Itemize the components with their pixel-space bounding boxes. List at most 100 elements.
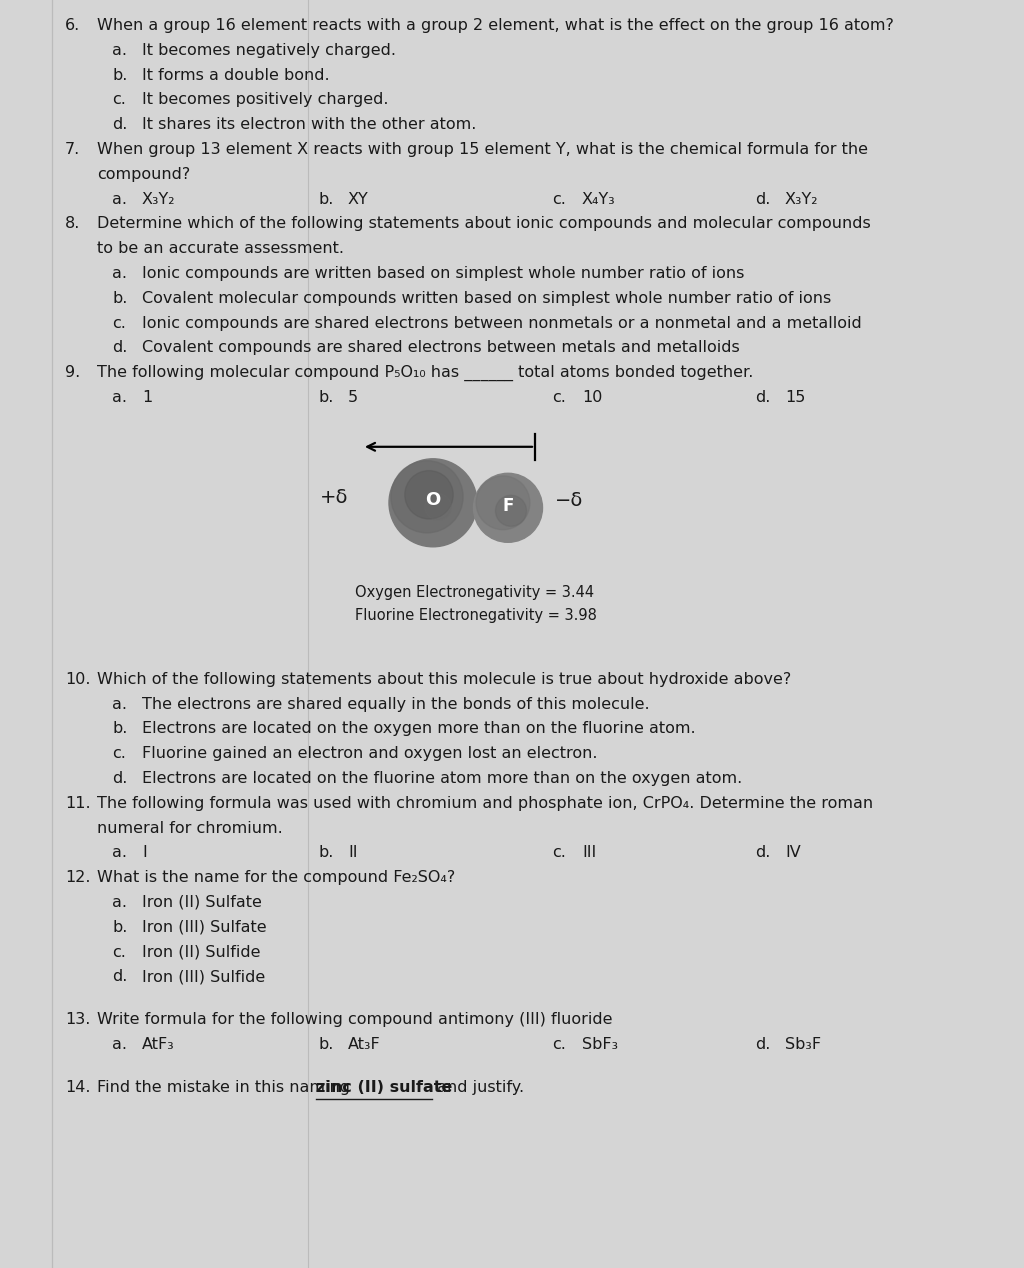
Text: 10.: 10.	[65, 672, 90, 687]
Text: c.: c.	[552, 191, 566, 207]
Text: Iron (III) Sulfide: Iron (III) Sulfide	[142, 970, 265, 984]
Circle shape	[476, 476, 529, 530]
Text: a.: a.	[112, 696, 127, 711]
Text: c.: c.	[552, 1037, 566, 1052]
Text: b.: b.	[112, 721, 127, 737]
Text: a.: a.	[112, 43, 127, 58]
Text: c.: c.	[112, 316, 126, 331]
Text: to be an accurate assessment.: to be an accurate assessment.	[97, 241, 344, 256]
Text: The electrons are shared equally in the bonds of this molecule.: The electrons are shared equally in the …	[142, 696, 649, 711]
Text: c.: c.	[552, 391, 566, 404]
Text: Ionic compounds are shared electrons between nonmetals or a nonmetal and a metal: Ionic compounds are shared electrons bet…	[142, 316, 862, 331]
Text: d.: d.	[755, 191, 770, 207]
Text: It becomes negatively charged.: It becomes negatively charged.	[142, 43, 396, 58]
Text: a.: a.	[112, 391, 127, 404]
Text: Covalent compounds are shared electrons between metals and metalloids: Covalent compounds are shared electrons …	[142, 340, 739, 355]
Text: a.: a.	[112, 895, 127, 910]
Text: AtF₃: AtF₃	[142, 1037, 175, 1052]
Text: I: I	[142, 846, 146, 861]
Text: Iron (II) Sulfide: Iron (II) Sulfide	[142, 945, 260, 960]
Text: b.: b.	[318, 191, 334, 207]
Text: b.: b.	[318, 1037, 334, 1052]
Text: Electrons are located on the oxygen more than on the fluorine atom.: Electrons are located on the oxygen more…	[142, 721, 695, 737]
Text: d.: d.	[755, 1037, 770, 1052]
Text: Determine which of the following statements about ionic compounds and molecular : Determine which of the following stateme…	[97, 217, 870, 231]
Text: Fluorine gained an electron and oxygen lost an electron.: Fluorine gained an electron and oxygen l…	[142, 746, 597, 761]
Text: Which of the following statements about this molecule is true about hydroxide ab: Which of the following statements about …	[97, 672, 792, 687]
Text: At₃F: At₃F	[348, 1037, 381, 1052]
Text: d.: d.	[112, 970, 127, 984]
Text: The following formula was used with chromium and phosphate ion, CrPO₄. Determine: The following formula was used with chro…	[97, 796, 873, 810]
Text: −δ: −δ	[555, 491, 584, 510]
Text: 7.: 7.	[65, 142, 80, 157]
Text: X₃Y₂: X₃Y₂	[785, 191, 818, 207]
Text: b.: b.	[318, 846, 334, 861]
Text: zinc (II) sulfate: zinc (II) sulfate	[316, 1080, 453, 1094]
Text: 14.: 14.	[65, 1080, 90, 1094]
Text: When group 13 element X reacts with group 15 element Y, what is the chemical for: When group 13 element X reacts with grou…	[97, 142, 868, 157]
Text: c.: c.	[552, 846, 566, 861]
Text: X₃Y₂: X₃Y₂	[142, 191, 175, 207]
Text: Write formula for the following compound antimony (III) fluoride: Write formula for the following compound…	[97, 1012, 612, 1027]
Text: 10: 10	[582, 391, 602, 404]
Text: d.: d.	[755, 846, 770, 861]
Text: Electrons are located on the fluorine atom more than on the oxygen atom.: Electrons are located on the fluorine at…	[142, 771, 742, 786]
Text: c.: c.	[112, 93, 126, 108]
Circle shape	[389, 459, 477, 547]
Text: IV: IV	[785, 846, 801, 861]
Text: b.: b.	[318, 391, 334, 404]
Text: XY: XY	[348, 191, 369, 207]
Circle shape	[496, 496, 526, 526]
Text: Sb₃F: Sb₃F	[785, 1037, 821, 1052]
Circle shape	[391, 460, 463, 533]
Text: a.: a.	[112, 1037, 127, 1052]
Text: d.: d.	[755, 391, 770, 404]
Text: 9.: 9.	[65, 365, 80, 380]
Circle shape	[404, 470, 454, 519]
Text: It shares its electron with the other atom.: It shares its electron with the other at…	[142, 117, 476, 132]
Text: F: F	[503, 497, 514, 515]
Text: Fluorine Electronegativity = 3.98: Fluorine Electronegativity = 3.98	[355, 609, 597, 624]
Text: SbF₃: SbF₃	[582, 1037, 618, 1052]
Text: b.: b.	[112, 290, 127, 306]
Text: 12.: 12.	[65, 870, 90, 885]
Text: 1: 1	[142, 391, 153, 404]
Text: 5: 5	[348, 391, 358, 404]
Text: 13.: 13.	[65, 1012, 90, 1027]
Text: What is the name for the compound Fe₂SO₄?: What is the name for the compound Fe₂SO₄…	[97, 870, 456, 885]
Text: It becomes positively charged.: It becomes positively charged.	[142, 93, 388, 108]
Circle shape	[425, 493, 452, 520]
Text: b.: b.	[112, 67, 127, 82]
Text: b.: b.	[112, 919, 127, 935]
Text: 8.: 8.	[65, 217, 80, 231]
Text: II: II	[348, 846, 357, 861]
Text: Iron (III) Sulfate: Iron (III) Sulfate	[142, 919, 266, 935]
Text: It forms a double bond.: It forms a double bond.	[142, 67, 330, 82]
Text: III: III	[582, 846, 596, 861]
Text: The following molecular compound P₅O₁₀ has ______ total atoms bonded together.: The following molecular compound P₅O₁₀ h…	[97, 365, 754, 382]
Text: Ionic compounds are written based on simplest whole number ratio of ions: Ionic compounds are written based on sim…	[142, 266, 744, 281]
Text: a.: a.	[112, 191, 127, 207]
Text: 11.: 11.	[65, 796, 91, 810]
Text: Iron (II) Sulfate: Iron (II) Sulfate	[142, 895, 262, 910]
Text: d.: d.	[112, 340, 127, 355]
Text: Covalent molecular compounds written based on simplest whole number ratio of ion: Covalent molecular compounds written bas…	[142, 290, 831, 306]
Text: a.: a.	[112, 846, 127, 861]
Text: +δ: +δ	[319, 488, 348, 507]
Text: Find the mistake in this naming: Find the mistake in this naming	[97, 1080, 355, 1094]
Text: c.: c.	[112, 945, 126, 960]
Text: and justify.: and justify.	[432, 1080, 524, 1094]
Text: d.: d.	[112, 771, 127, 786]
Text: c.: c.	[112, 746, 126, 761]
Text: X₄Y₃: X₄Y₃	[582, 191, 615, 207]
Text: d.: d.	[112, 117, 127, 132]
Text: numeral for chromium.: numeral for chromium.	[97, 820, 283, 836]
Text: a.: a.	[112, 266, 127, 281]
Text: 6.: 6.	[65, 18, 80, 33]
Text: 15: 15	[785, 391, 805, 404]
Text: Oxygen Electronegativity = 3.44: Oxygen Electronegativity = 3.44	[355, 585, 594, 600]
Text: When a group 16 element reacts with a group 2 element, what is the effect on the: When a group 16 element reacts with a gr…	[97, 18, 894, 33]
Text: compound?: compound?	[97, 167, 190, 181]
Circle shape	[473, 473, 543, 543]
Text: O: O	[425, 491, 440, 508]
